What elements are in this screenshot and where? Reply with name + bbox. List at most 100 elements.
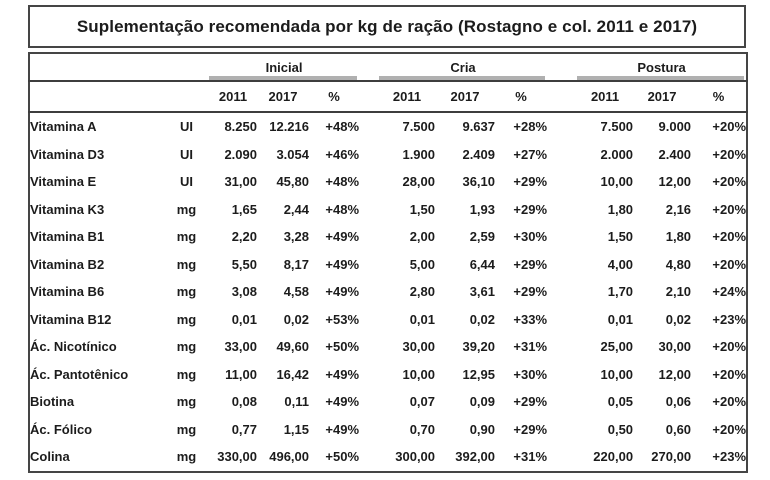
table-header: Inicial Cria Postura 2011 2017 % 2011 20… (29, 53, 748, 113)
value-cell-inicial-2011: 31,00 (224, 174, 257, 190)
value-cell-cria-2017: 0,90 (469, 421, 496, 437)
value-cell-cria-2011: 7.500 (402, 119, 436, 135)
spacer-cell (359, 278, 379, 306)
year-header-2017: 2017 (633, 81, 692, 113)
value-cell-postura-2011: 220,00 (593, 449, 634, 465)
value-cell-inicial-percent: +48% (325, 119, 360, 135)
value-cell-cria-percent: +31% (513, 449, 548, 465)
unit-cell: mg (176, 284, 197, 300)
value-cell-postura-percent: +20% (712, 119, 747, 135)
table-row: Vitamina E UI 31,00 45,80 +48% 28,00 36,… (29, 168, 747, 196)
row-label: Ác. Fólico (30, 421, 93, 437)
value-cell-inicial-2017: 496,00 (269, 449, 309, 465)
unit-cell: mg (176, 394, 197, 410)
spacer-cell (359, 196, 379, 224)
table-row: Vitamina A UI 8.250 12.216 +48% 7.500 9.… (29, 112, 747, 141)
spacer-cell (547, 443, 577, 472)
supplementation-table-container: Suplementação recomendada por kg de raçã… (28, 5, 749, 473)
value-cell-inicial-percent: +48% (325, 201, 360, 217)
value-cell-inicial-2011: 0,77 (231, 421, 257, 437)
spacer-cell (359, 306, 379, 334)
spacer-cell (547, 141, 577, 169)
value-cell-cria-2017: 9.637 (462, 119, 496, 135)
spacer-cell (359, 416, 379, 444)
value-cell-postura-percent: +20% (712, 421, 747, 437)
value-cell-cria-2017: 39,20 (462, 339, 496, 355)
value-cell-cria-2017: 1,93 (469, 201, 496, 217)
table-row: Vitamina B6 mg 3,08 4,58 +49% 2,80 3,61 … (29, 278, 747, 306)
value-cell-cria-2011: 28,00 (402, 174, 436, 190)
value-cell-inicial-2011: 11,00 (225, 366, 257, 382)
row-label: Vitamina B1 (30, 229, 105, 245)
spacer-cell (359, 251, 379, 279)
table-title-box: Suplementação recomendada por kg de raçã… (28, 5, 746, 48)
value-cell-inicial-2011: 2,20 (231, 229, 257, 245)
value-cell-cria-percent: +30% (513, 366, 548, 382)
value-cell-postura-2017: 12,00 (658, 366, 692, 382)
table-row: Vitamina B2 mg 5,50 8,17 +49% 5,00 6,44 … (29, 251, 747, 279)
value-cell-inicial-2017: 2,44 (283, 201, 309, 217)
spacer-cell (359, 223, 379, 251)
value-cell-postura-2017: 270,00 (651, 449, 692, 465)
value-cell-inicial-2017: 0,11 (284, 394, 309, 410)
value-cell-postura-percent: +23% (712, 311, 747, 327)
spacer-cell (547, 306, 577, 334)
spacer-cell (547, 361, 577, 389)
supplementation-table: Inicial Cria Postura 2011 2017 % 2011 20… (28, 52, 749, 473)
value-cell-cria-percent: +28% (513, 119, 548, 135)
value-cell-postura-percent: +24% (712, 284, 747, 300)
value-cell-cria-percent: +33% (513, 311, 548, 327)
unit-cell: mg (176, 201, 197, 217)
value-cell-cria-percent: +27% (513, 146, 548, 162)
spacer-cell (547, 196, 577, 224)
row-label: Biotina (30, 394, 75, 410)
unit-cell: mg (176, 421, 197, 437)
value-cell-cria-2011: 0,01 (409, 311, 436, 327)
spacer-cell (547, 388, 577, 416)
value-cell-postura-2011: 0,50 (607, 421, 634, 437)
value-cell-postura-2017: 30,00 (658, 339, 692, 355)
value-cell-postura-percent: +20% (712, 201, 747, 217)
table-row: Vitamina B12 mg 0,01 0,02 +53% 0,01 0,02… (29, 306, 747, 334)
table-row: Vitamina D3 UI 2.090 3.054 +46% 1.900 2.… (29, 141, 747, 169)
table-body: Vitamina A UI 8.250 12.216 +48% 7.500 9.… (29, 112, 747, 472)
value-cell-inicial-2017: 3.054 (276, 146, 309, 162)
spacer-cell (547, 416, 577, 444)
value-cell-postura-percent: +20% (712, 366, 747, 382)
row-label: Vitamina D3 (30, 146, 105, 162)
empty-header-cell (29, 81, 209, 113)
unit-cell: mg (176, 339, 197, 355)
row-label: Vitamina B12 (30, 311, 112, 327)
spacer-cell (359, 361, 379, 389)
row-label: Vitamina K3 (30, 201, 105, 217)
value-cell-inicial-2011: 0,01 (231, 311, 257, 327)
value-cell-inicial-2011: 8.250 (224, 119, 257, 135)
value-cell-inicial-2017: 8,17 (283, 256, 309, 272)
value-cell-inicial-2017: 45,80 (276, 174, 309, 190)
value-cell-postura-2017: 9.000 (658, 119, 692, 135)
value-cell-inicial-2017: 1,15 (283, 421, 309, 437)
table-row: Colina mg 330,00 496,00 +50% 300,00 392,… (29, 443, 747, 472)
year-header-row: 2011 2017 % 2011 2017 % 2011 2017 % (29, 81, 748, 113)
value-cell-inicial-2011: 1,65 (231, 201, 257, 217)
row-label: Vitamina B2 (30, 256, 105, 272)
year-header-2017: 2017 (257, 81, 309, 113)
value-cell-inicial-2017: 4,58 (283, 284, 309, 300)
value-cell-inicial-percent: +49% (325, 366, 360, 382)
spacer-cell (547, 112, 577, 141)
value-cell-postura-2017: 2,16 (665, 201, 692, 217)
spacer-cell (359, 388, 379, 416)
spacer-cell (359, 141, 379, 169)
value-cell-inicial-percent: +53% (325, 311, 360, 327)
value-cell-cria-2017: 12,95 (462, 366, 496, 382)
unit-cell: mg (176, 366, 197, 382)
value-cell-postura-2017: 4,80 (665, 256, 692, 272)
group-header-cria: Cria (379, 53, 548, 82)
value-cell-postura-2011: 1,50 (607, 229, 634, 245)
value-cell-postura-2017: 12,00 (658, 174, 692, 190)
spacer-cell (359, 81, 380, 113)
value-cell-cria-2011: 0,07 (409, 394, 436, 410)
group-header-inicial: Inicial (209, 53, 360, 82)
value-cell-cria-percent: +29% (513, 174, 548, 190)
value-cell-inicial-2017: 12.216 (269, 119, 309, 135)
